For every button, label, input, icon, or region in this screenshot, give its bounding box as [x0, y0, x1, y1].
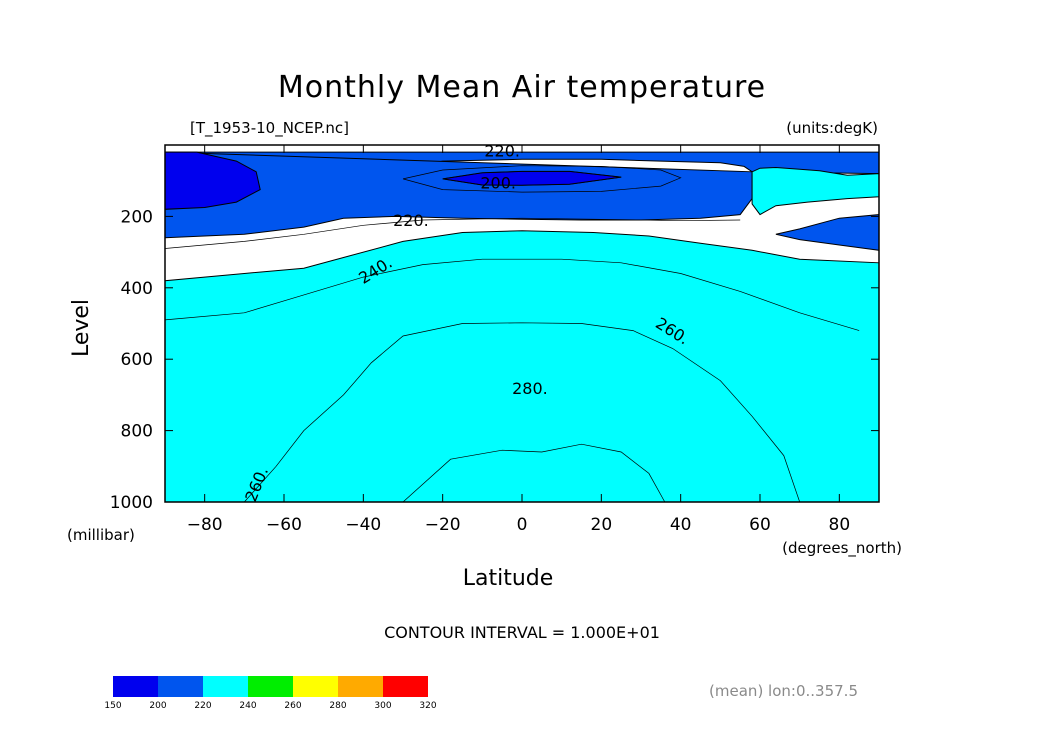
- contour-line-200-1: [442, 171, 622, 186]
- x-tick-label-7: 60: [749, 515, 771, 535]
- colorbar-ticks: 150 200 220 240 260 280 300 320: [104, 701, 436, 711]
- colorbar-segment-1: [158, 676, 203, 697]
- contour-interval-label: CONTOUR INTERVAL = 1.000E+01: [384, 623, 660, 642]
- colorbar-tick-7: 320: [419, 701, 436, 711]
- contour-line-250-3: [164, 258, 860, 331]
- contour-lines: [164, 165, 860, 503]
- x-tick-label-5: 20: [591, 515, 613, 535]
- region-220-240-3: [164, 230, 880, 503]
- y-tick-label-2: 600: [121, 350, 153, 370]
- x-tick-label-3: −20: [425, 515, 461, 535]
- y-tick-label-4: 1000: [110, 493, 153, 513]
- contour-line-230-2: [164, 217, 741, 249]
- y-tick-label-3: 800: [121, 422, 153, 442]
- x-unit-label: (degrees_north): [782, 539, 902, 558]
- source-file-label: [T_1953-10_NCEP.nc]: [190, 119, 349, 138]
- colorbar-segment-3: [248, 676, 293, 697]
- contour-label-0: 220.: [484, 141, 520, 160]
- colorbar-segment-0: [113, 676, 158, 697]
- contour-label-2: 220.: [393, 211, 429, 230]
- contour-line-290-5: [402, 443, 666, 503]
- y-axis-title: Level: [69, 299, 94, 357]
- colorbar-tick-5: 280: [329, 701, 346, 711]
- y-unit-label: (millibar): [67, 526, 135, 544]
- colorbar-tick-2: 220: [194, 701, 211, 711]
- colorbar-tick-4: 260: [284, 701, 301, 711]
- contour-line-270-4: [244, 322, 801, 503]
- contour-label-1: 200.: [480, 174, 516, 193]
- filled-regions: [164, 151, 880, 503]
- chart-title: Monthly Mean Air temperature: [278, 70, 766, 105]
- colorbar-tick-1: 200: [149, 701, 166, 711]
- colorbar-tick-6: 300: [374, 701, 391, 711]
- x-axis-title: Latitude: [463, 566, 554, 591]
- contour-label-5: 280.: [512, 379, 548, 398]
- x-tick-label-0: −80: [187, 515, 223, 535]
- y-tick-label-1: 400: [121, 279, 153, 299]
- mean-lon-note: (mean) lon:0..357.5: [709, 682, 858, 700]
- x-tick-label-6: 40: [670, 515, 692, 535]
- colorbar-segment-5: [338, 676, 383, 697]
- colorbar-segment-2: [203, 676, 248, 697]
- colorbar: [113, 676, 428, 697]
- y-tick-label-0: 200: [121, 207, 153, 227]
- colorbar-tick-0: 150: [104, 701, 121, 711]
- x-tick-label-8: 80: [829, 515, 851, 535]
- contour-line-220-0: [402, 165, 682, 193]
- y-axis-ticks: 200 400 600 800 1000: [110, 207, 879, 513]
- units-label: (units:degK): [786, 119, 878, 137]
- x-tick-label-2: −40: [345, 515, 381, 535]
- colorbar-segment-4: [293, 676, 338, 697]
- x-tick-label-1: −60: [266, 515, 302, 535]
- colorbar-segment-6: [383, 676, 428, 697]
- x-tick-label-4: 0: [517, 515, 528, 535]
- x-axis-ticks: −80 −60 −40 −20 0 20 40 60 80: [187, 145, 850, 535]
- colorbar-tick-3: 240: [239, 701, 256, 711]
- region-150-200-8: [164, 151, 261, 210]
